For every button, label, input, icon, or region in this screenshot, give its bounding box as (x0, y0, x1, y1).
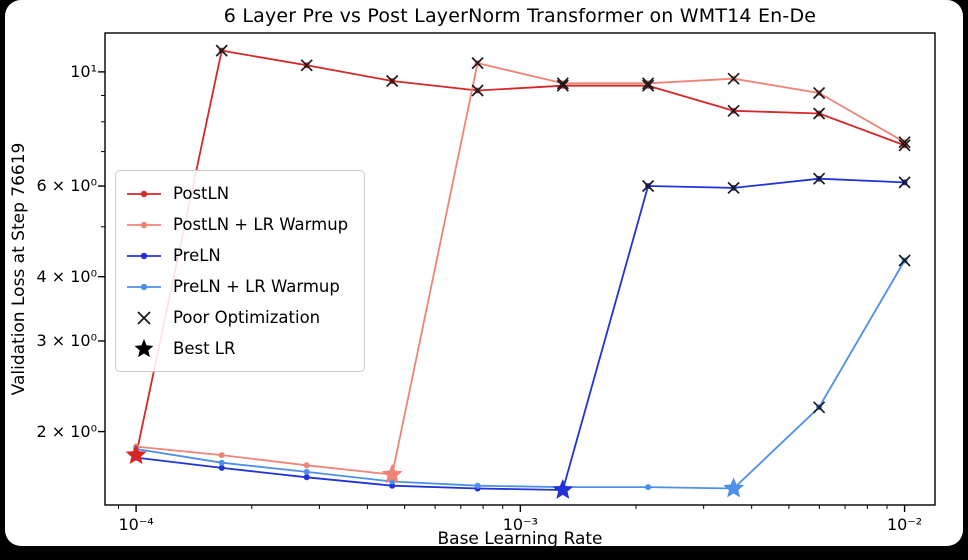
poor-optimization-marker (727, 72, 740, 85)
series-line (135, 177, 905, 491)
legend-item: Best LR (124, 335, 348, 362)
line-marker-icon (127, 283, 161, 290)
chart-title: 6 Layer Pre vs Post LayerNorm Transforme… (223, 5, 817, 27)
star-icon (134, 338, 154, 357)
legend-item: PreLN + LR Warmup (124, 273, 348, 300)
line-marker-icon (127, 190, 161, 197)
poor-optimization-marker (727, 181, 740, 195)
best-lr-star-marker (381, 463, 403, 484)
legend-item: Poor Optimization (124, 304, 348, 331)
best-lr-star-marker (552, 479, 574, 499)
legend-label: PreLN (173, 246, 221, 265)
data-point (218, 452, 225, 459)
legend-item: PreLN (124, 242, 348, 269)
y-axis-label: Validation Loss at Step 76619 (9, 142, 29, 396)
poor-optimization-marker (641, 77, 655, 90)
poor-optimization-marker (300, 59, 313, 72)
series-line (135, 49, 905, 456)
data-point (645, 484, 652, 491)
poor-optimization-marker (812, 172, 826, 185)
best-lr-star-marker (723, 477, 745, 498)
legend-label: Poor Optimization (173, 308, 321, 327)
legend-item: PostLN + LR Warmup (124, 211, 348, 238)
legend-label: PreLN + LR Warmup (173, 277, 340, 296)
series-line (136, 62, 906, 476)
poor-optimization-marker (386, 74, 399, 88)
legend-label: Best LR (173, 339, 236, 358)
poor-optimization-marker (812, 107, 826, 120)
legend: PostLN PostLN + LR Warmup PreLN PreLN + LR … (115, 170, 366, 372)
poor-optimization-marker (641, 179, 655, 193)
data-point (303, 462, 310, 469)
poor-optimization-marker (471, 84, 484, 97)
poor-optimization-marker (898, 254, 911, 267)
poor-optimization-marker (898, 136, 911, 149)
poor-optimization-marker (471, 56, 484, 70)
poor-optimization-marker (215, 44, 228, 57)
poor-optimization-marker (556, 77, 569, 90)
poor-optimization-marker (898, 139, 911, 152)
legend-item: PostLN (124, 180, 348, 207)
legend-label: PostLN + LR Warmup (173, 215, 349, 234)
x-marker-icon (137, 310, 151, 325)
series-line (135, 260, 906, 490)
poor-optimization-marker (898, 176, 911, 189)
line-marker-icon (127, 252, 161, 259)
poor-optimization-marker (727, 104, 740, 117)
data-point (303, 474, 310, 481)
poor-optimization-marker (641, 79, 655, 92)
data-point (474, 482, 481, 489)
data-point (218, 464, 225, 471)
data-point (218, 459, 225, 466)
poor-optimization-marker (812, 86, 826, 100)
poor-optimization-marker (556, 79, 569, 92)
x-axis-label: Base Learning Rate (437, 529, 603, 549)
data-point (389, 482, 396, 489)
best-lr-star-marker (125, 444, 147, 464)
data-point (303, 468, 310, 475)
legend-label: PostLN (173, 184, 230, 203)
line-marker-icon (127, 221, 161, 228)
poor-optimization-marker (812, 401, 826, 414)
